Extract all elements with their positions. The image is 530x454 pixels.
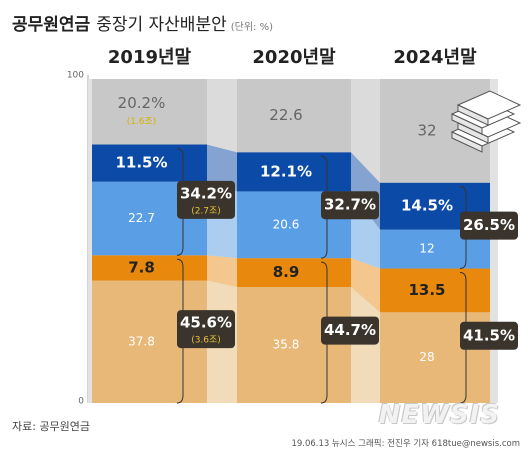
- value-label-domestic-stocks-2024: 12: [419, 242, 434, 256]
- value-label-overseas-bonds-2024: 13.5: [408, 281, 445, 299]
- legend-tag-domestic-stocks: 국내주식: [10, 194, 82, 220]
- chart-title: 공무원연금 중장기 자산배분안 (단위: %): [12, 10, 273, 35]
- total-note-bonds-2019: (3.6조): [191, 336, 221, 346]
- total-label-stocks-2020: 32.7%: [324, 196, 376, 214]
- connector-overseas-stocks-2019-2020: [207, 144, 237, 192]
- bar-overseas-stocks-2020: [237, 152, 351, 192]
- total-note-stocks-2019: (2.7조): [191, 206, 221, 216]
- source-note: 자료: 공무원연금: [12, 420, 91, 433]
- value-label-domestic-bonds-2019: 37.8: [128, 334, 155, 348]
- title-sub: 중장기 자산배분안: [96, 15, 227, 35]
- y-tick-label-100: 100: [67, 71, 84, 81]
- legend-tag-overseas-bonds: 해외채권: [10, 259, 82, 285]
- legend-tag-alternative: 대체투자: [10, 96, 82, 122]
- value-label-domestic-stocks-2019: 22.7: [128, 211, 155, 225]
- connector-alternative-2019-2020: [207, 79, 237, 153]
- connector-domestic-bonds-2020-2024: [351, 287, 380, 403]
- legend-tag-overseas-stocks-label: 해외주식: [22, 156, 70, 171]
- money-stack-icon: [450, 90, 522, 153]
- value-label-domestic-bonds-2020: 35.8: [273, 338, 300, 352]
- total-box-stocks-2020: [321, 191, 379, 220]
- total-box-bonds-2020: [321, 316, 379, 345]
- total-box-stocks-2024: [460, 211, 518, 240]
- annotation-alternative-2019: (1.6조): [127, 117, 157, 127]
- column-header-2024: 2024년말: [393, 47, 477, 68]
- connector-overseas-bonds-2020-2024: [351, 258, 380, 313]
- value-label-overseas-stocks-2019: 11.5%: [115, 154, 167, 172]
- value-label-overseas-stocks-2024: 14.5%: [401, 197, 453, 215]
- total-label-bonds-2020: 44.7%: [324, 321, 376, 339]
- legend-tag-overseas-stocks: 해외주식: [10, 151, 82, 177]
- value-label-alternative-2024: 32: [417, 121, 436, 139]
- bar-alternative-2019: [92, 79, 207, 145]
- value-label-overseas-stocks-2020: 12.1%: [260, 162, 312, 180]
- total-box-stocks-2019: [177, 180, 235, 219]
- unit-label: (단위: %): [230, 22, 273, 33]
- value-label-domestic-bonds-2024: 28: [419, 350, 434, 364]
- total-box-bonds-2019: [177, 310, 235, 349]
- column-header-2019: 2019년말: [108, 47, 192, 68]
- value-label-overseas-bonds-2020: 8.9: [273, 263, 300, 281]
- value-label-domestic-stocks-2020: 20.6: [273, 217, 300, 231]
- connector-overseas-bonds-2019-2020: [207, 255, 237, 288]
- total-label-bonds-2019: 45.6%: [180, 314, 232, 332]
- connector-alternative-2020-2024: [351, 79, 380, 183]
- newsis-watermark-logo: NEWSIS: [378, 400, 500, 430]
- value-label-alternative-2019: 20.2%: [118, 94, 166, 112]
- column-header-2020: 2020년말: [252, 47, 336, 68]
- bar-alternative-2020: [237, 79, 351, 153]
- bar-overseas-bonds-2019: [92, 255, 207, 281]
- total-label-stocks-2024: 26.5%: [463, 216, 515, 234]
- credit-line: 19.06.13 뉴시스 그래픽: 전진우 기자 618tue@newsis.c…: [291, 439, 520, 449]
- legend-tag-domestic-bonds-label: 국내채권: [22, 308, 70, 323]
- value-label-alternative-2020: 22.6: [269, 106, 302, 124]
- bar-overseas-stocks-2019: [92, 144, 207, 182]
- total-label-bonds-2024: 41.5%: [463, 326, 515, 344]
- value-label-overseas-bonds-2019: 7.8: [128, 258, 155, 276]
- y-tick-label-0: 0: [78, 397, 84, 407]
- legend-tag-domestic-bonds: 국내채권: [10, 303, 82, 329]
- legend-tag-domestic-stocks-label: 국내주식: [22, 199, 70, 214]
- bar-overseas-bonds-2024: [380, 268, 490, 313]
- total-box-bonds-2024: [460, 321, 518, 350]
- total-label-stocks-2019: 34.2%: [180, 184, 232, 202]
- legend-tag-alternative-label: 대체투자: [22, 101, 70, 116]
- bar-overseas-bonds-2020: [237, 258, 351, 288]
- bar-domestic-bonds-2020: [237, 287, 351, 403]
- legend-tag-overseas-bonds-label: 해외채권: [22, 264, 70, 279]
- title-main: 공무원연금: [12, 15, 91, 35]
